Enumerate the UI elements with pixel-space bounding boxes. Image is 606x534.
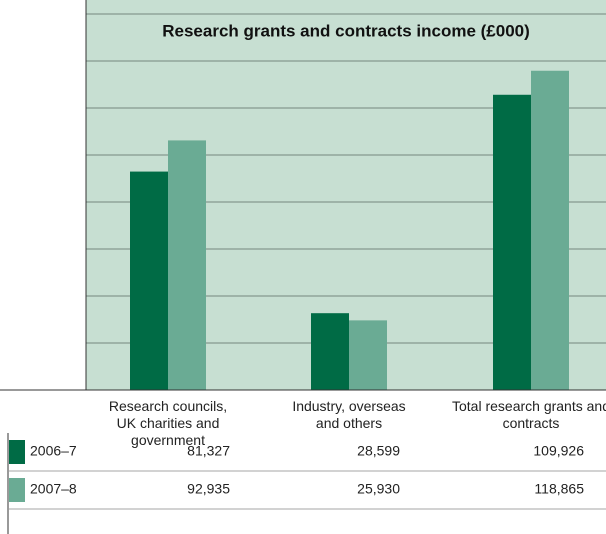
bar [531,70,569,390]
table-value: 25,930 [357,481,400,497]
category-label: Total research grants and contracts [452,398,606,431]
bar [349,320,387,390]
table-value: 81,327 [187,443,230,459]
bar [493,94,531,390]
legend-swatch [9,440,25,464]
bar [311,313,349,390]
table-value: 118,865 [534,481,584,497]
table-value: 92,935 [187,481,230,497]
bar [168,140,206,390]
legend-label: 2006–7 [30,443,77,459]
bar [130,171,168,390]
legend-label: 2007–8 [30,481,77,497]
legend-swatch [9,478,25,502]
table-value: 28,599 [357,443,400,459]
chart-title: Research grants and contracts income (£0… [162,21,530,40]
table-value: 109,926 [533,443,584,459]
category-label: Research councils, UK charities and gove… [108,398,228,448]
category-label: Industry, overseas and others [292,398,406,431]
